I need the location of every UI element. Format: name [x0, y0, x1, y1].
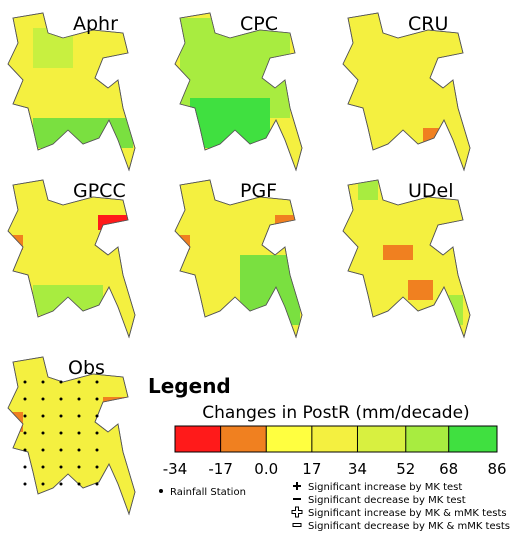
tick-label: -17	[208, 460, 233, 478]
station-dot	[41, 465, 45, 469]
station-dot	[95, 465, 99, 469]
map-patch	[103, 58, 123, 78]
station-dot	[95, 380, 99, 384]
station-symbol	[159, 489, 163, 493]
station-dot	[23, 465, 27, 469]
map-panel: UDel	[342, 179, 471, 338]
map-panel: Aphr	[7, 12, 136, 171]
station-dot	[77, 448, 81, 452]
station-dot	[77, 397, 81, 401]
panel-title: CRU	[408, 13, 448, 35]
station-dot	[41, 431, 45, 435]
scale-title: Changes in PostR (mm/decade)	[202, 403, 469, 423]
station-dot	[95, 482, 99, 486]
map-patch	[358, 180, 378, 200]
map-patch	[275, 215, 295, 235]
station-dot	[41, 414, 45, 418]
station-dot	[59, 397, 63, 401]
map-patch	[378, 48, 418, 88]
legend-entry: Significant increase by MK & mMK tests	[308, 508, 507, 519]
panel-title: PGF	[240, 180, 277, 202]
tick-label: 0.0	[254, 460, 278, 478]
map-panel: PGF	[174, 179, 303, 338]
map-panel: GPCC	[7, 179, 136, 338]
map-shape	[7, 356, 136, 515]
legend-entry: Rainfall Station	[170, 487, 246, 498]
tick-label: 34	[348, 460, 367, 478]
station-dot	[59, 482, 63, 486]
station-dot	[77, 482, 81, 486]
station-dot	[23, 397, 27, 401]
map-panel: CPC	[174, 12, 303, 171]
station-dot	[95, 448, 99, 452]
station-dot	[41, 397, 45, 401]
legend-title: Legend	[148, 374, 231, 398]
station-dot	[95, 414, 99, 418]
map-patch	[8, 235, 23, 250]
symbol	[291, 506, 303, 518]
map-panel: Obs	[7, 356, 136, 515]
tick-label: 86	[487, 460, 506, 478]
station-dot	[77, 380, 81, 384]
station-dot	[77, 414, 81, 418]
panel-title: CPC	[240, 13, 278, 35]
map-patch	[190, 98, 270, 148]
station-dot	[41, 380, 45, 384]
map-shape	[342, 12, 471, 171]
tick-label: 52	[396, 460, 415, 478]
color-bar: -34 -17 0.0 17 34 52 68 86	[163, 425, 507, 478]
station-dot	[77, 431, 81, 435]
station-dot	[59, 448, 63, 452]
panel-title: Aphr	[73, 13, 118, 35]
station-dot	[41, 482, 45, 486]
color-bin	[311, 426, 358, 452]
color-bin	[220, 426, 267, 452]
legend-entry: Significant decrease by MK test	[308, 495, 466, 506]
station-dot	[23, 482, 27, 486]
maps: Aphr CPC CRU GPCC PGF UDel Obs	[7, 12, 471, 515]
color-bin	[448, 426, 497, 452]
map-patches	[180, 18, 290, 148]
tick-label: 68	[439, 460, 458, 478]
station-dot	[59, 465, 63, 469]
map-patch	[175, 235, 190, 250]
color-bin	[357, 426, 406, 452]
map-patch	[8, 412, 23, 432]
map-panel: CRU	[342, 12, 471, 171]
map-shape	[7, 179, 136, 338]
station-dot	[59, 414, 63, 418]
symbol	[292, 523, 302, 527]
legend-entry: Significant decrease by MK & mMK tests	[308, 521, 510, 532]
map-patch	[33, 28, 73, 68]
map-patch	[240, 255, 300, 325]
map-patch	[33, 285, 103, 315]
panel-title: GPCC	[73, 180, 126, 202]
color-bin	[266, 426, 312, 452]
color-bin	[175, 426, 221, 452]
station-dot	[23, 431, 27, 435]
color-bin	[405, 426, 449, 452]
tick-label: 17	[302, 460, 321, 478]
map-patch	[383, 245, 413, 260]
station-dot	[95, 431, 99, 435]
legend-entry: Significant increase by MK test	[308, 482, 462, 493]
station-dot	[23, 380, 27, 384]
panel-title: UDel	[408, 180, 454, 202]
station-dot	[77, 465, 81, 469]
map-patch	[438, 295, 463, 325]
station-dot	[23, 414, 27, 418]
symbol	[293, 482, 301, 490]
legend-entries: Rainfall Station Significant increase by …	[159, 482, 510, 532]
station-dot	[59, 380, 63, 384]
station-dot	[59, 431, 63, 435]
map-patch	[98, 215, 128, 230]
station-dot	[95, 397, 99, 401]
station-dot	[23, 448, 27, 452]
panel-title: Obs	[68, 357, 105, 379]
map-patch	[408, 280, 433, 300]
station-dot	[41, 448, 45, 452]
tick-label: -34	[163, 460, 188, 478]
